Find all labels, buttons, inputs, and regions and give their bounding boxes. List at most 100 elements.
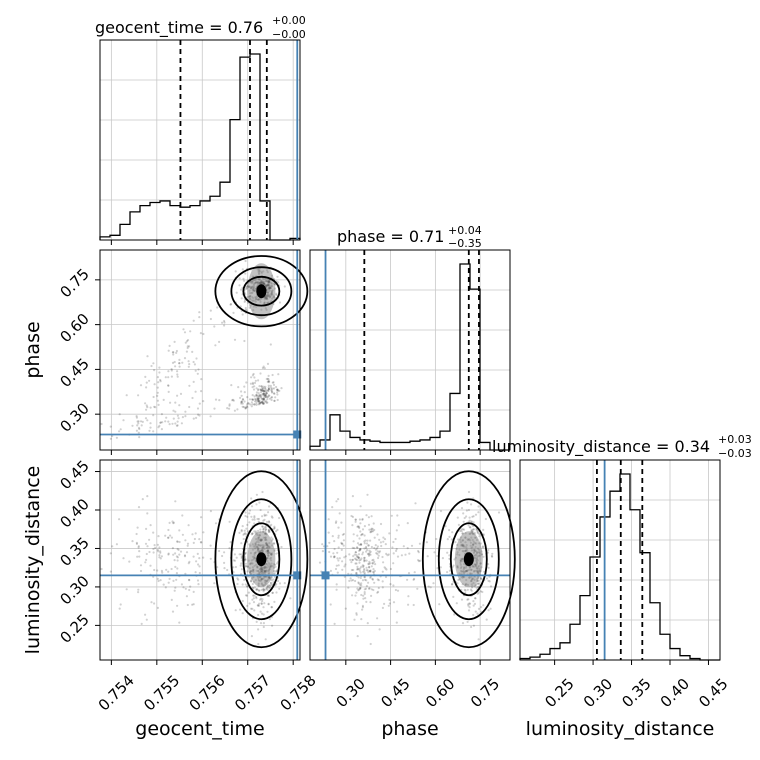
sample-point-410: [187, 524, 190, 527]
sample-point-282: [459, 560, 462, 563]
sample-point-1426: [273, 570, 276, 573]
sample-point-914: [380, 544, 383, 548]
sample-point-224: [270, 562, 273, 565]
sample-point-1308: [109, 552, 112, 555]
sample-point-912: [270, 389, 273, 392]
sample-point-604: [238, 531, 241, 535]
sample-point-658: [266, 291, 269, 294]
sample-point-1150: [466, 549, 469, 552]
sample-point-344: [240, 529, 243, 532]
sample-point-1492: [344, 563, 347, 566]
sample-point-1038: [335, 520, 338, 523]
sample-point-464: [256, 604, 259, 607]
sample-point-740: [251, 291, 254, 294]
sample-point-118: [223, 321, 226, 324]
sample-point-836: [472, 577, 475, 580]
sample-point-1300: [358, 518, 361, 521]
sample-point-474: [359, 530, 362, 533]
sample-point-820: [261, 525, 264, 528]
sample-point-1334: [472, 515, 475, 518]
sample-point-1014: [470, 568, 473, 572]
title-luminosity-distance-sup: +0.03: [718, 433, 752, 446]
sample-point-642: [466, 588, 469, 591]
sample-point-172: [262, 606, 265, 609]
sample-point-1424: [465, 546, 468, 549]
sample-point-792: [331, 506, 334, 509]
sample-point-914: [266, 544, 269, 548]
sample-point-116: [370, 515, 373, 518]
sample-point-598: [137, 431, 140, 434]
sample-point-1450: [371, 530, 375, 533]
sample-point-1582: [248, 509, 252, 512]
sample-point-594: [263, 569, 267, 572]
sample-point-86: [243, 529, 246, 532]
sample-point-154: [125, 394, 128, 397]
sample-point-904: [252, 580, 255, 584]
sample-point-322: [260, 567, 263, 571]
sample-point-916: [381, 555, 384, 559]
sample-point-1164: [188, 405, 191, 409]
sample-point-526: [465, 548, 468, 551]
sample-point-1588: [384, 543, 387, 546]
panel-frame: [99, 249, 301, 451]
sample-point-902: [467, 598, 470, 601]
sample-point-484: [368, 560, 371, 563]
sample-point-988: [264, 390, 267, 393]
sample-point-92: [374, 544, 377, 547]
sample-point-1282: [158, 424, 161, 427]
sample-point-186: [162, 583, 165, 586]
sample-point-1146: [368, 587, 371, 590]
sample-point-1340: [267, 546, 270, 550]
sample-point-1286: [157, 426, 160, 429]
ylabel-phase: phase: [22, 321, 44, 378]
sample-point-864: [167, 536, 170, 539]
sample-point-448: [214, 398, 218, 401]
sample-point-1586: [474, 565, 477, 568]
sample-point-1054: [254, 578, 257, 582]
sample-point-134: [458, 548, 461, 551]
sample-point-1412: [352, 540, 355, 543]
sample-point-1314: [267, 378, 270, 381]
sample-point-790: [270, 300, 273, 303]
sample-point-704: [259, 401, 262, 405]
sample-point-1308: [332, 552, 335, 555]
sample-point-1204: [269, 582, 273, 585]
sample-point-630: [278, 301, 282, 304]
sample-point-934: [259, 281, 262, 284]
sample-point-416: [245, 564, 248, 568]
sample-point-884: [266, 549, 270, 553]
sample-point-1584: [188, 384, 191, 387]
sample-point-1304: [191, 350, 194, 353]
sample-point-20: [253, 594, 256, 597]
sample-point-1126: [367, 554, 371, 557]
sample-point-1408: [181, 533, 184, 536]
sample-point-1594: [263, 570, 266, 573]
sample-point-948: [237, 386, 240, 389]
sample-point-830: [363, 568, 366, 571]
sample-point-1090: [468, 519, 471, 522]
sample-point-174: [258, 282, 261, 285]
sample-point-678: [356, 546, 359, 549]
sample-point-628: [258, 277, 261, 280]
sample-point-822: [280, 387, 283, 390]
sample-point-1538: [148, 538, 151, 541]
sample-point-842: [478, 535, 481, 538]
sample-point-526: [261, 548, 264, 551]
sample-point-436: [470, 589, 473, 592]
sample-point-332: [213, 582, 216, 585]
sample-point-740: [251, 598, 254, 601]
sample-point-1064: [170, 375, 173, 378]
sample-point-960: [266, 552, 270, 555]
sample-point-1518: [390, 514, 393, 517]
sample-point-876: [473, 584, 476, 587]
sample-point-1222: [167, 384, 170, 387]
sample-point-1554: [264, 394, 267, 397]
sample-point-1514: [257, 379, 260, 382]
sample-point-1268: [189, 330, 192, 333]
sample-point-1292: [176, 424, 179, 427]
sample-point-300: [470, 580, 473, 583]
sample-point-1392: [260, 280, 263, 283]
sample-point-874: [271, 624, 274, 627]
sample-point-424: [396, 514, 399, 517]
sample-point-334: [464, 566, 467, 569]
